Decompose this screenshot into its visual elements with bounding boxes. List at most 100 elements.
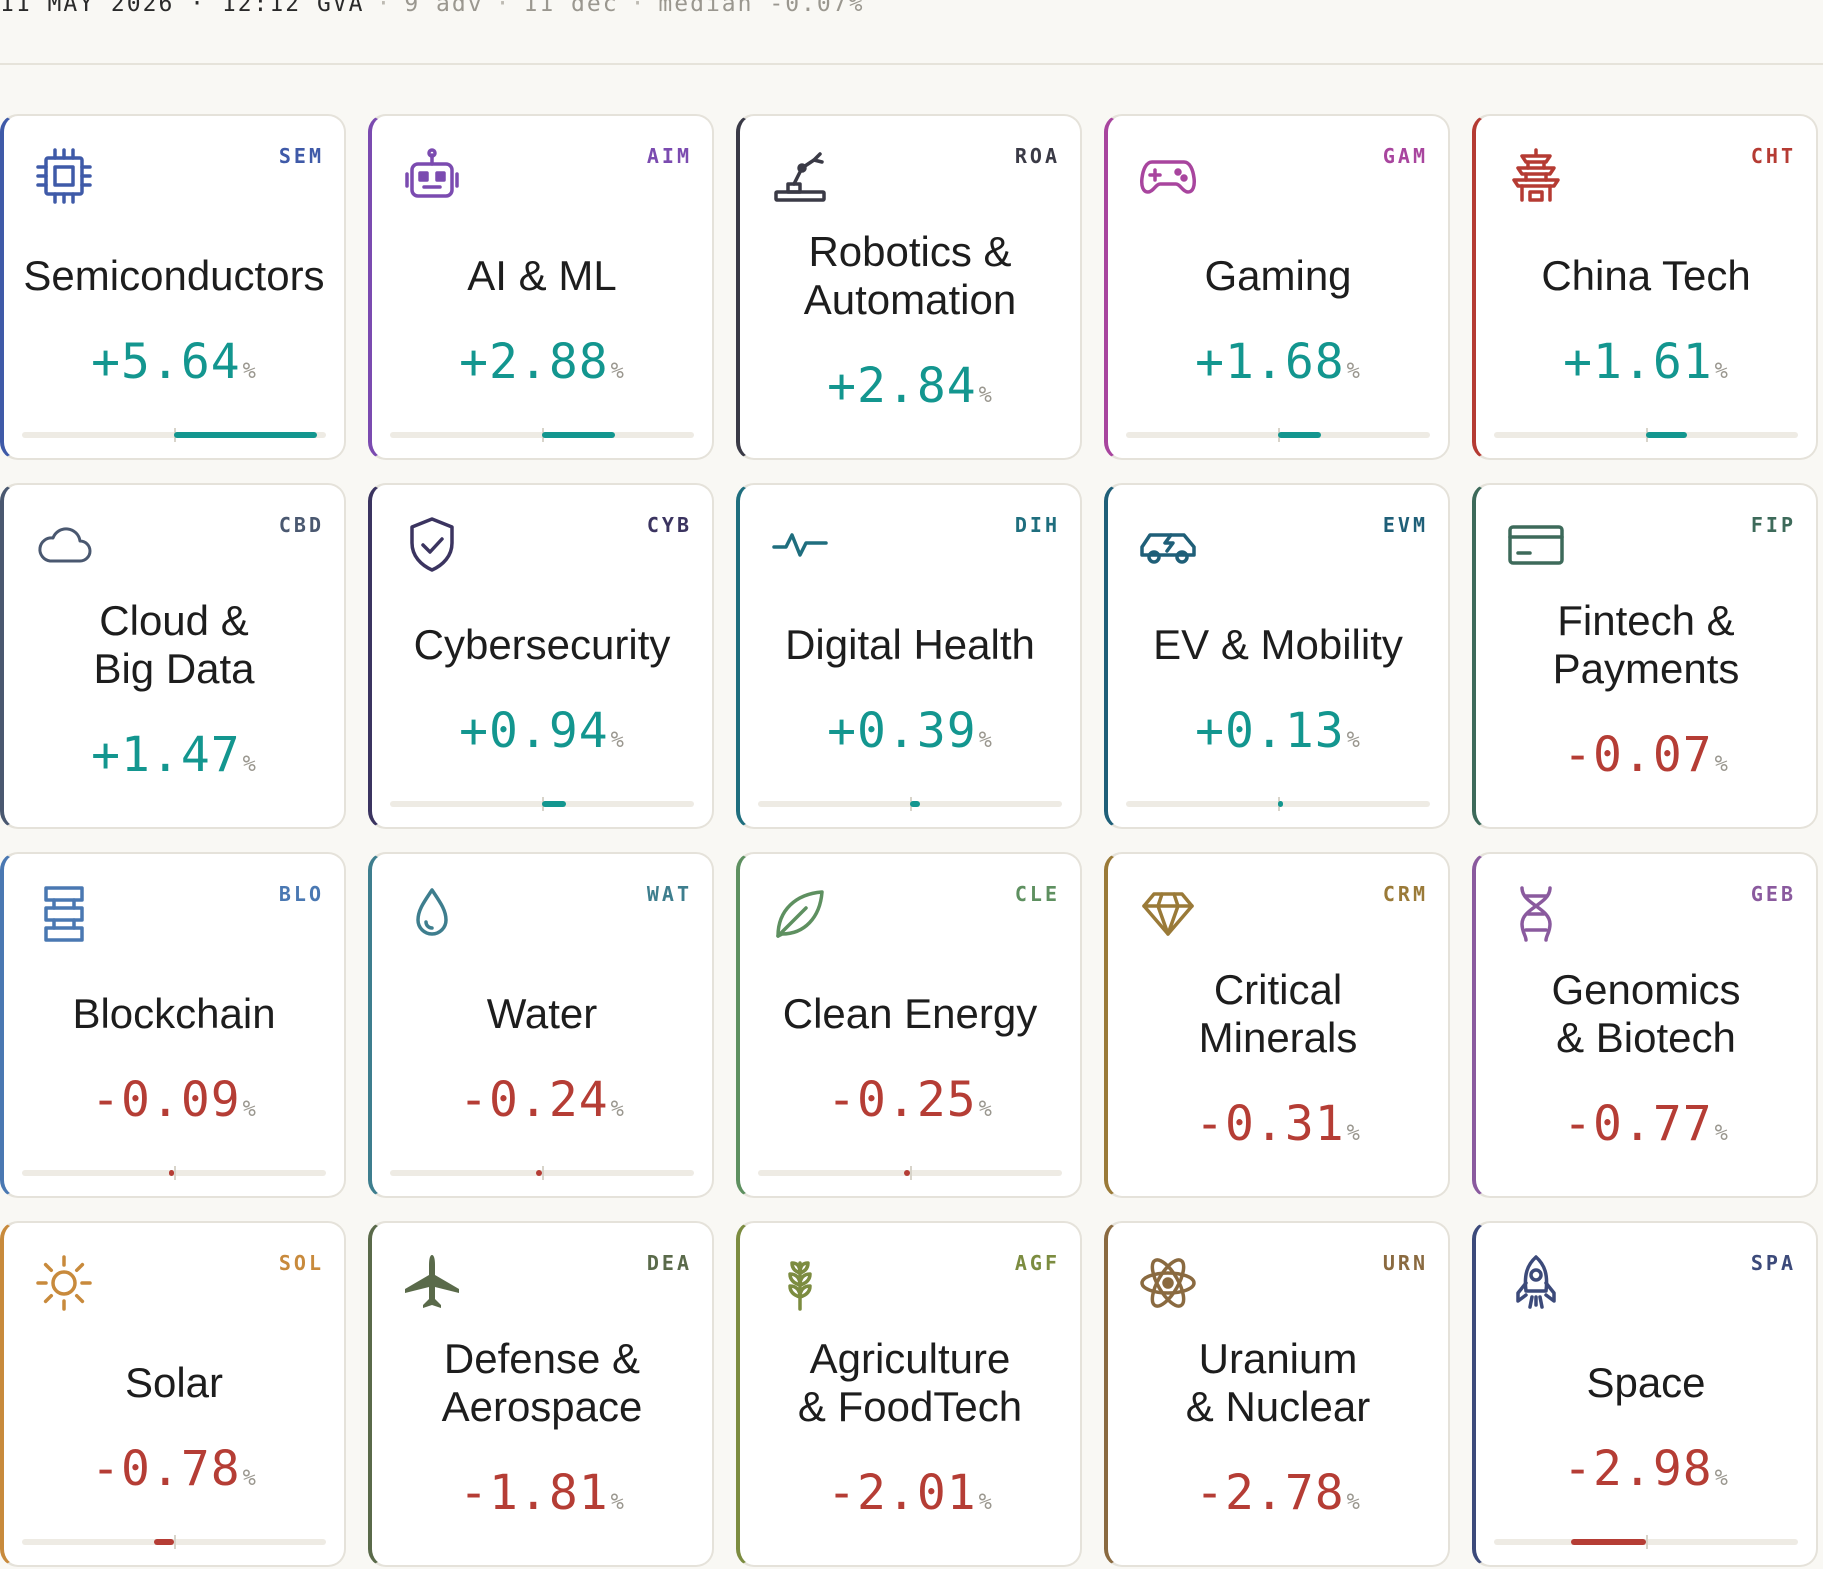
change-bar: [1126, 797, 1430, 811]
change-bar: [22, 428, 326, 442]
sun-icon: [34, 1253, 94, 1313]
card-body: Solar -0.78%: [4, 1323, 344, 1541]
atom-icon: [1138, 1253, 1198, 1313]
percent-unit: %: [1346, 1121, 1361, 1146]
change-value: +0.39: [827, 703, 977, 759]
separator: ·: [376, 0, 393, 17]
change-value: +0.13: [1195, 703, 1345, 759]
theme-card-geb[interactable]: GEB Genomics & Biotech -0.77%: [1472, 852, 1818, 1198]
theme-card-fip[interactable]: FIP Fintech & Payments -0.07%: [1472, 483, 1818, 829]
change-bar-zero-mark: [910, 1166, 912, 1180]
blocks-icon: [34, 884, 94, 944]
theme-card-blo[interactable]: BLO Blockchain -0.09%: [0, 852, 346, 1198]
electric-car-icon: [1138, 515, 1198, 575]
change-value: +0.94: [459, 703, 609, 759]
rocket-icon: [1506, 1253, 1566, 1313]
percent-unit: %: [242, 359, 257, 384]
change-value: +2.88: [459, 334, 609, 390]
change-bar-zero-mark: [174, 1535, 176, 1549]
advancers-count: 9 adv: [404, 0, 484, 17]
theme-code: CHT: [1750, 144, 1796, 168]
change-bar-fill: [903, 1170, 910, 1176]
theme-name: Uranium & Nuclear: [1185, 1335, 1371, 1430]
robot-arm-icon: [770, 146, 830, 206]
theme-name: Critical Minerals: [1198, 966, 1358, 1061]
robot-icon: [402, 146, 462, 206]
change-value: -0.24: [459, 1072, 609, 1128]
theme-change: -0.25%: [827, 1074, 993, 1136]
percent-unit: %: [978, 1490, 993, 1515]
theme-card-aim[interactable]: AIM AI & ML +2.88%: [368, 114, 714, 460]
card-body: Cloud & Big Data +1.47%: [4, 585, 344, 803]
theme-card-sem[interactable]: SEM Semiconductors +5.64%: [0, 114, 346, 460]
change-bar-fill: [1278, 801, 1283, 807]
theme-change: +0.39%: [827, 705, 993, 767]
change-bar-fill: [1278, 432, 1321, 438]
theme-code: FIP: [1750, 513, 1796, 537]
theme-code: SPA: [1750, 1251, 1796, 1275]
theme-change: +1.61%: [1563, 336, 1729, 398]
theme-card-dih[interactable]: DIH Digital Health +0.39%: [736, 483, 1082, 829]
percent-unit: %: [610, 728, 625, 753]
theme-grid: SEM Semiconductors +5.64% AIM AI & ML +2.88% R…: [0, 114, 1818, 1567]
change-bar: [1494, 1535, 1798, 1549]
theme-name: Fintech & Payments: [1552, 597, 1740, 692]
percent-unit: %: [242, 1466, 257, 1491]
theme-change: +0.94%: [459, 705, 625, 767]
theme-card-dea[interactable]: DEA Defense & Aerospace -1.81%: [368, 1221, 714, 1567]
theme-card-cbd[interactable]: CBD Cloud & Big Data +1.47%: [0, 483, 346, 829]
theme-card-gam[interactable]: GAM Gaming +1.68%: [1104, 114, 1450, 460]
change-bar: [1126, 428, 1430, 442]
change-bar-zero-mark: [542, 1166, 544, 1180]
theme-change: -0.09%: [91, 1074, 257, 1136]
theme-name: AI & ML: [467, 252, 617, 299]
card-body: AI & ML +2.88%: [372, 216, 712, 434]
card-body: Robotics & Automation +2.84%: [740, 216, 1080, 434]
theme-name: Water: [486, 990, 598, 1037]
theme-name: Solar: [124, 1359, 224, 1406]
theme-change: -2.78%: [1195, 1467, 1361, 1529]
theme-name: Gaming: [1204, 252, 1352, 299]
theme-name: China Tech: [1541, 252, 1751, 299]
theme-card-spa[interactable]: SPA Space -2.98%: [1472, 1221, 1818, 1567]
theme-code: CLE: [1014, 882, 1060, 906]
change-bar-fill: [1570, 1539, 1646, 1545]
percent-unit: %: [1346, 1490, 1361, 1515]
theme-card-agf[interactable]: AGF Agriculture & FoodTech -2.01%: [736, 1221, 1082, 1567]
theme-change: +5.64%: [91, 336, 257, 398]
date-time: 11 MAY 2026 · 12:12 GVA: [0, 0, 365, 17]
change-value: +1.61: [1563, 334, 1713, 390]
percent-unit: %: [978, 1097, 993, 1122]
percent-unit: %: [978, 728, 993, 753]
change-bar-zero-mark: [174, 1166, 176, 1180]
theme-code: DEA: [646, 1251, 692, 1275]
change-bar: [758, 1166, 1062, 1180]
theme-card-crm[interactable]: CRM Critical Minerals -0.31%: [1104, 852, 1450, 1198]
wheat-icon: [770, 1253, 830, 1313]
change-bar-fill: [169, 1170, 174, 1176]
theme-change: +1.68%: [1195, 336, 1361, 398]
heartbeat-icon: [770, 515, 830, 575]
theme-card-evm[interactable]: EVM EV & Mobility +0.13%: [1104, 483, 1450, 829]
theme-code: GAM: [1382, 144, 1428, 168]
change-bar: [390, 797, 694, 811]
theme-card-roa[interactable]: ROA Robotics & Automation +2.84%: [736, 114, 1082, 460]
change-value: -0.09: [91, 1072, 241, 1128]
percent-unit: %: [1346, 359, 1361, 384]
theme-card-sol[interactable]: SOL Solar -0.78%: [0, 1221, 346, 1567]
theme-code: BLO: [278, 882, 324, 906]
theme-change: -0.78%: [91, 1443, 257, 1505]
theme-change: -2.01%: [827, 1467, 993, 1529]
theme-card-cyb[interactable]: CYB Cybersecurity +0.94%: [368, 483, 714, 829]
theme-card-cle[interactable]: CLE Clean Energy -0.25%: [736, 852, 1082, 1198]
percent-unit: %: [242, 752, 257, 777]
theme-card-urn[interactable]: URN Uranium & Nuclear -2.78%: [1104, 1221, 1450, 1567]
theme-name: Semiconductors: [23, 252, 325, 299]
theme-name: Space: [1586, 1359, 1706, 1406]
card-body: Clean Energy -0.25%: [740, 954, 1080, 1172]
fighter-jet-icon: [402, 1253, 462, 1313]
pagoda-icon: [1506, 146, 1566, 206]
theme-card-cht[interactable]: CHT China Tech +1.61%: [1472, 114, 1818, 460]
card-body: Genomics & Biotech -0.77%: [1476, 954, 1816, 1172]
theme-card-wat[interactable]: WAT Water -0.24%: [368, 852, 714, 1198]
